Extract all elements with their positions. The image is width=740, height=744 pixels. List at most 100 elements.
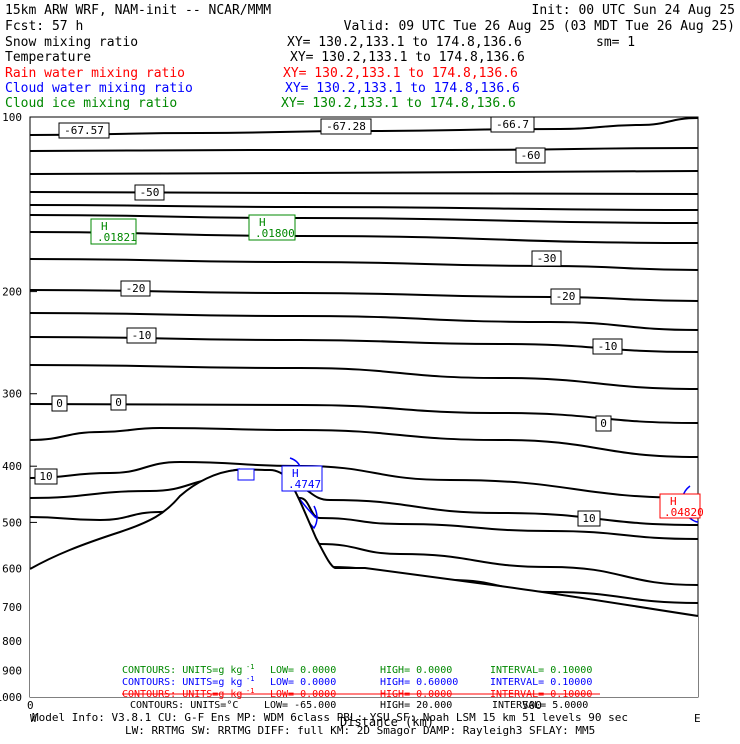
isotherm (29, 191, 699, 195)
model-title: 15km ARW WRF, NAM-init -- NCAR/MMM (5, 3, 271, 18)
rain-max-value: .04820 (664, 506, 704, 519)
contour-label: 0 (600, 417, 607, 430)
contour-label-box (515, 147, 546, 164)
cloud-water-max-box (281, 465, 323, 492)
contour-label-box (126, 327, 157, 344)
contour-info-unit-exponent: -1 (246, 675, 254, 683)
rain-max: H .04820 (659, 493, 704, 519)
contour-info-high: HIGH= 0.60000 (380, 677, 458, 688)
contour-label: -66.7 (496, 118, 529, 131)
y-tick-label: 300 (2, 388, 22, 401)
contour-info-units: CONTOURS: UNITS=g kg (122, 677, 242, 688)
isotherm (29, 117, 699, 136)
cloud-ice-max-1: H .01821 (90, 218, 137, 245)
contour-label: -67.28 (326, 120, 366, 133)
contour-label-box (134, 184, 165, 201)
contour-info-cloud-ice: CONTOURS: UNITS=g kg -1 LOW= 0.0000 HIGH… (122, 663, 592, 676)
cloud-water-small-marker (237, 468, 255, 481)
isotherm (29, 170, 699, 175)
contour-info-cloud-water: CONTOURS: UNITS=g kg -1 LOW= 0.0000 HIGH… (122, 675, 592, 688)
contour-label-box (592, 338, 623, 355)
isotherm (29, 426, 699, 458)
contour-label: -50 (140, 186, 160, 199)
contour-info-unit-exponent: -1 (246, 687, 254, 695)
y-tick-label: 700 (2, 601, 22, 614)
cloud-ice-max-box (90, 218, 137, 245)
cloud-ice-max-box (248, 214, 296, 241)
xy-rain: XY= 130.2,133.1 to 174.8,136.6 (283, 66, 518, 81)
isotherm (29, 214, 699, 224)
contour-info-high: HIGH= 0.0000 (380, 665, 452, 676)
cloud-water-max: H .4747 (281, 465, 323, 492)
contour-label: -10 (132, 329, 152, 342)
contour-info-interval: INTERVAL= 0.10000 (490, 677, 592, 688)
init-time: Init: 00 UTC Sun 24 Aug 25 (532, 3, 736, 18)
field-name-cloud-water: Cloud water mixing ratio (5, 81, 193, 96)
contour-label-box (595, 415, 612, 432)
x-axis: 0 500 Distance (km) W E (27, 699, 701, 729)
y-tick-label: 800 (2, 635, 22, 648)
y-tick-label: 200 (2, 286, 22, 299)
rain-max-box (659, 493, 701, 519)
contour-label: -10 (598, 340, 618, 353)
y-tick-label: 600 (2, 562, 22, 575)
contour-label-box (490, 116, 535, 133)
contour-info-high: HIGH= 20.000 (380, 700, 452, 711)
cloud-water-max-value: .4747 (288, 478, 321, 491)
contour-label-box (58, 122, 110, 139)
contour-label: 0 (56, 397, 63, 410)
terrain-fill (30, 469, 698, 697)
contour-label: -20 (556, 290, 576, 303)
contour-info-unit-exponent: -1 (246, 663, 254, 671)
contour-label-box (320, 118, 372, 135)
y-tick-label: 1000 (0, 691, 22, 704)
contour-label: 10 (582, 512, 595, 525)
contour-info-units: CONTOURS: UNITS=g kg (122, 665, 242, 676)
isotherm (29, 289, 699, 302)
contour-label-box (110, 394, 127, 411)
contour-label: -30 (537, 252, 557, 265)
contour-info-interval: INTERVAL= 0.10000 (490, 665, 592, 676)
contour-info-temperature: CONTOURS: UNITS=°C LOW= -65.000 HIGH= 20… (130, 700, 588, 711)
cloud-ice-max-2: H .01800 (248, 214, 296, 241)
isotherm (29, 460, 699, 499)
field-name-temperature: Temperature (5, 50, 91, 65)
x-axis-label: Distance (km) (340, 715, 434, 729)
field-name-snow: Snow mixing ratio (5, 35, 138, 50)
valid-time: Valid: 09 UTC Tue 26 Aug 25 (03 MDT Tue … (344, 19, 735, 34)
contour-info-interval: INTERVAL= 5.0000 (492, 700, 588, 711)
field-name-cloud-ice: Cloud ice mixing ratio (5, 96, 177, 111)
smoothing: sm= 1 (596, 35, 635, 50)
xy-cloud-ice: XY= 130.2,133.1 to 174.8,136.6 (281, 96, 516, 111)
east-marker: E (694, 712, 701, 725)
contour-info: CONTOURS: UNITS=g kg -1 LOW= 0.0000 HIGH… (122, 663, 600, 711)
contour-info-units: CONTOURS: UNITS=°C (130, 700, 238, 711)
contour-label-box (531, 250, 562, 267)
contour-label: 10 (39, 470, 52, 483)
y-tick-label: 100 (2, 111, 22, 124)
contour-labels: -67.57 -67.28 -66.7 -60 -50 -30 -20 -20 -10 -10 0 0… (34, 116, 623, 527)
cloud-ice-max-symbol: H (259, 216, 266, 229)
isotherm (29, 312, 699, 331)
contour-label-box (51, 395, 68, 412)
contour-info-low: LOW= -65.000 (264, 700, 336, 711)
contour-info-low: LOW= 0.0000 (270, 665, 336, 676)
cloud-ice-max-symbol: H (101, 220, 108, 233)
y-tick-label: 500 (2, 516, 22, 529)
cloud-water-max-symbol: H (292, 467, 299, 480)
isotherm (29, 258, 699, 271)
maxima-markers: H .01821 H .01800 H .4747 H .04820 (90, 214, 704, 519)
west-marker: W (30, 712, 37, 725)
x-tick-label: 0 (27, 699, 34, 712)
model-info-line2: LW: RRTMG SW: RRTMG DIFF: full KM: 2D Sm… (125, 724, 595, 737)
contour-label-box (550, 288, 581, 305)
y-tick-label: 400 (2, 460, 22, 473)
contour-label: -60 (521, 149, 541, 162)
forecast-hour: Fcst: 57 h (5, 19, 83, 34)
field-name-rain: Rain water mixing ratio (5, 66, 185, 81)
model-info: Model Info: V3.8.1 CU: G-F Ens MP: WDM 6… (32, 711, 628, 737)
isotherm (29, 147, 699, 152)
xy-temperature: XY= 130.2,133.1 to 174.8,136.6 (290, 50, 525, 65)
